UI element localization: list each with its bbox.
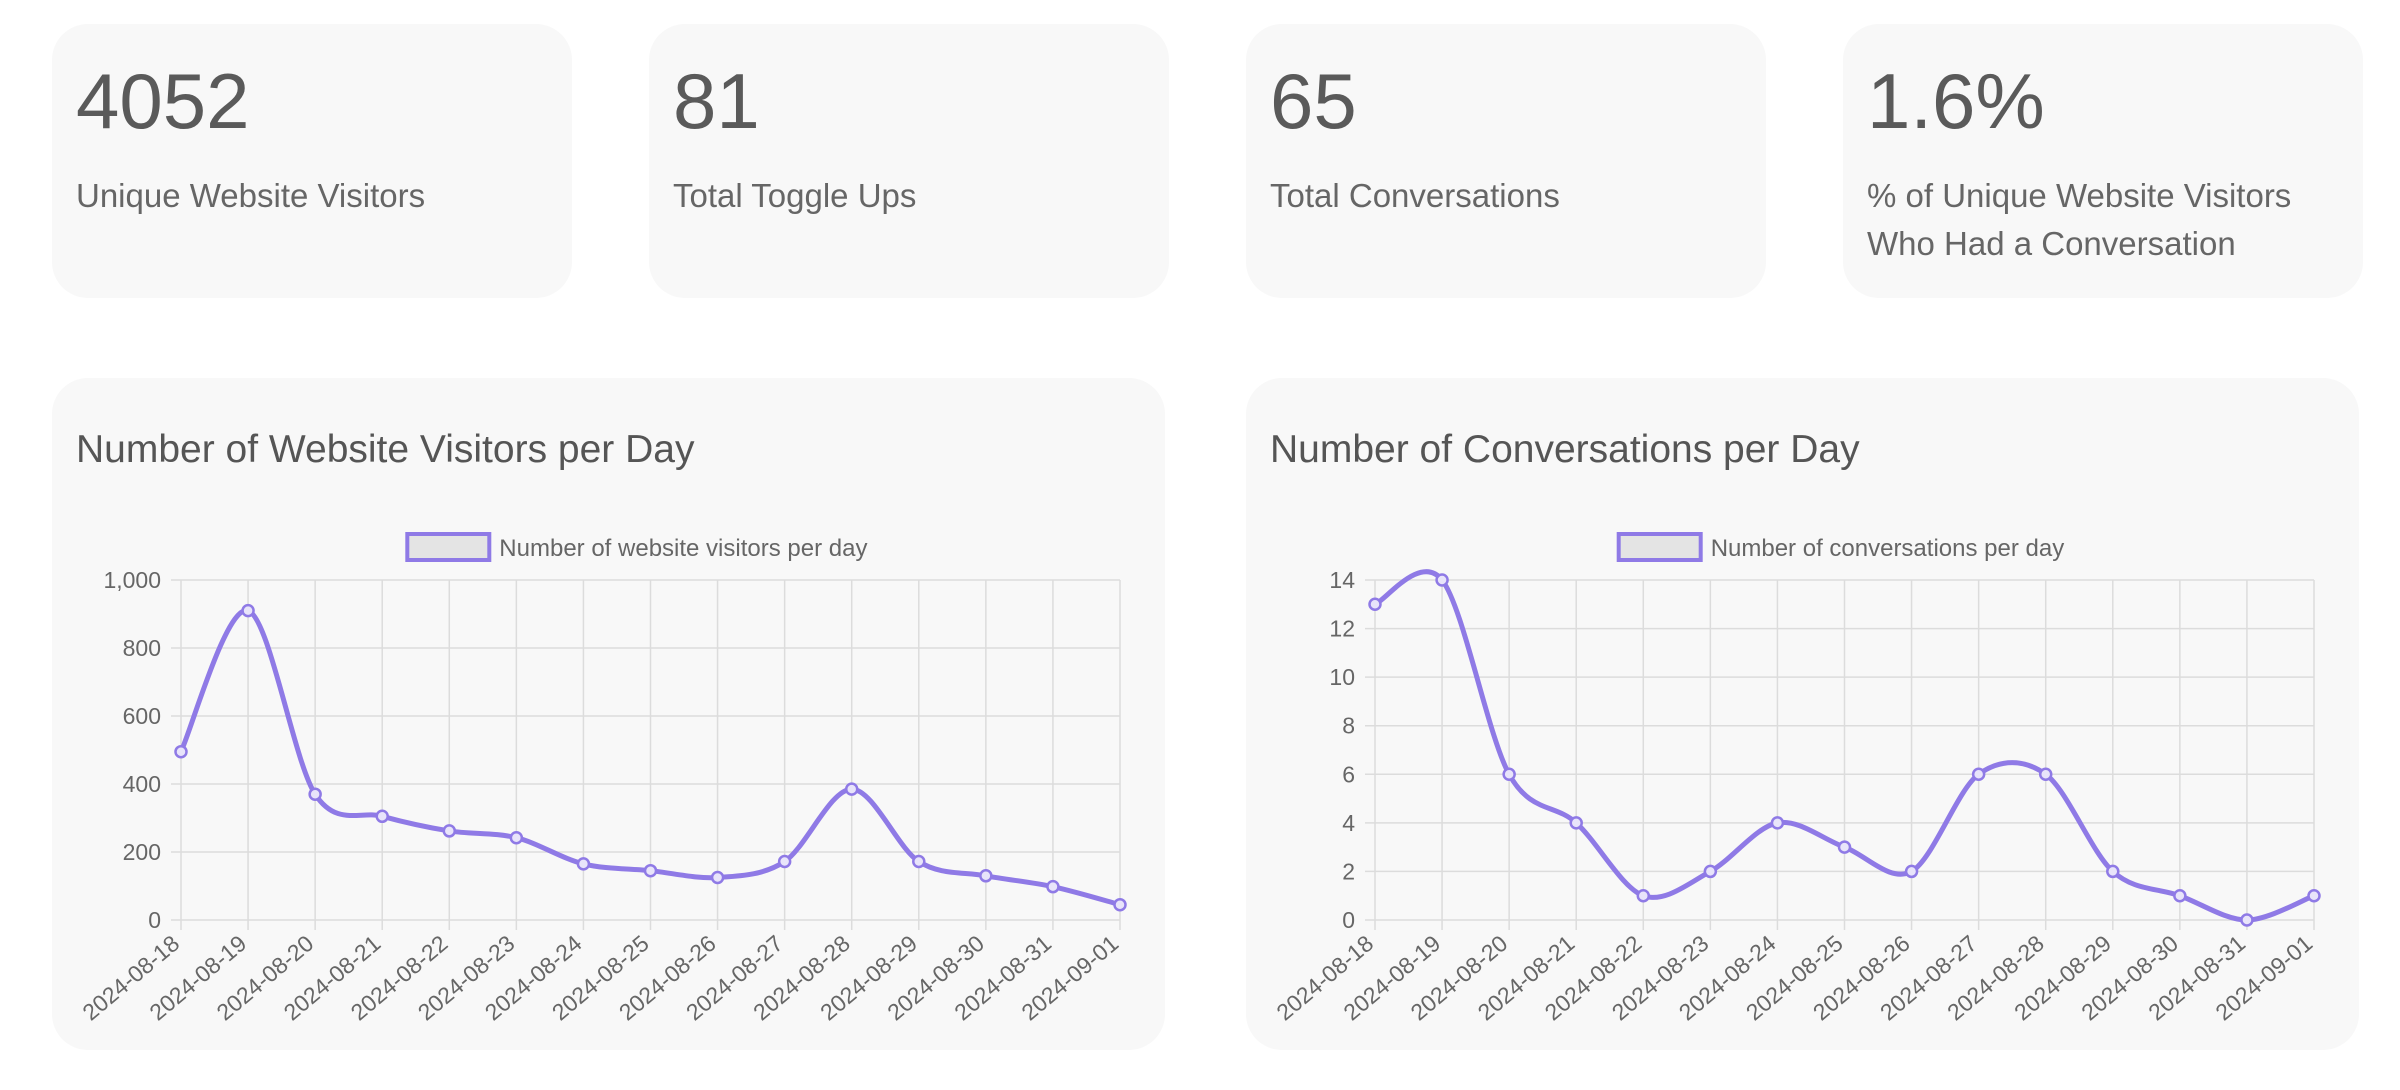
data-point	[2240, 913, 2254, 927]
y-tick-label: 400	[123, 771, 161, 797]
stat-card-unique-visitors: 4052 Unique Website Visitors	[52, 24, 572, 298]
y-tick-label: 1,000	[103, 567, 161, 593]
data-point	[710, 870, 725, 885]
stat-label: % of Unique Website Visitors Who Had a C…	[1867, 177, 2292, 262]
data-point	[375, 809, 389, 824]
y-tick-label: 2	[1342, 858, 1355, 884]
stat-label: Unique Website Visitors	[76, 177, 426, 214]
data-point	[912, 854, 926, 869]
legend-swatch	[1616, 532, 1703, 562]
data-point	[979, 869, 993, 883]
stat-value: 1.6%	[1867, 57, 2045, 145]
data-point	[1703, 864, 1718, 879]
data-point	[576, 857, 591, 871]
y-tick-label: 12	[1329, 616, 1355, 642]
conversations-chart-card: Number of Conversations per Day 0 2 4 6 8 10 1…	[1246, 378, 2359, 1050]
data-point	[442, 824, 457, 838]
y-tick-label: 4	[1342, 810, 1355, 836]
data-point	[509, 830, 524, 845]
data-point	[1904, 864, 1919, 879]
data-point	[1636, 888, 1651, 903]
data-point	[2106, 864, 2120, 879]
data-point	[308, 787, 322, 801]
data-point	[1113, 897, 1127, 912]
stat-label: Total Conversations	[1270, 177, 1560, 214]
data-point	[241, 603, 255, 618]
data-point	[844, 782, 859, 796]
data-point	[1971, 767, 1986, 782]
y-tick-label: 0	[1342, 907, 1355, 933]
chart-title: Number of Website Visitors per Day	[76, 428, 695, 471]
legend-label: Number of conversations per day	[1711, 535, 2065, 562]
data-point	[1368, 597, 1382, 612]
stat-card-conversations: 65 Total Conversations	[1246, 24, 1766, 298]
data-point	[1046, 879, 1060, 894]
y-tick-label: 600	[123, 703, 161, 729]
visitors-line-chart: 02004006008001,0002024-08-182024-08-1920…	[77, 532, 1127, 1025]
data-point	[2038, 767, 2053, 782]
stat-value: 4052	[76, 57, 250, 145]
visitors-chart-card: Number of Website Visitors per Day 0 200 4…	[52, 378, 1165, 1050]
y-tick-label: 200	[123, 839, 161, 865]
y-tick-label: 6	[1342, 761, 1355, 787]
conversations-line-chart: 024681012142024-08-182024-08-192024-08-2…	[1271, 532, 2321, 1025]
data-point	[1569, 816, 1583, 830]
legend-swatch	[405, 532, 492, 562]
legend-label: Number of website visitors per day	[499, 535, 867, 562]
y-tick-label: 10	[1329, 664, 1355, 690]
data-point	[2307, 888, 2321, 903]
stat-label: Total Toggle Ups	[673, 177, 917, 214]
series-line	[178, 608, 1121, 908]
stat-value: 81	[673, 57, 760, 145]
data-point	[2173, 888, 2187, 903]
stat-card-toggle-ups: 81 Total Toggle Ups	[649, 24, 1169, 298]
chart-title: Number of Conversations per Day	[1270, 428, 1860, 471]
data-point	[1837, 840, 1852, 854]
data-point	[1770, 816, 1785, 830]
y-tick-label: 0	[148, 907, 161, 933]
data-point	[643, 863, 658, 878]
data-point	[777, 854, 792, 869]
stat-value: 65	[1270, 57, 1357, 145]
data-point	[1435, 573, 1449, 587]
data-point	[1502, 767, 1516, 782]
y-tick-label: 14	[1329, 567, 1355, 593]
data-point	[174, 744, 188, 759]
y-tick-label: 8	[1342, 713, 1355, 739]
stat-card-conversation-rate: 1.6% % of Unique Website Visitors Who Ha…	[1843, 24, 2363, 298]
y-tick-label: 800	[123, 635, 161, 661]
